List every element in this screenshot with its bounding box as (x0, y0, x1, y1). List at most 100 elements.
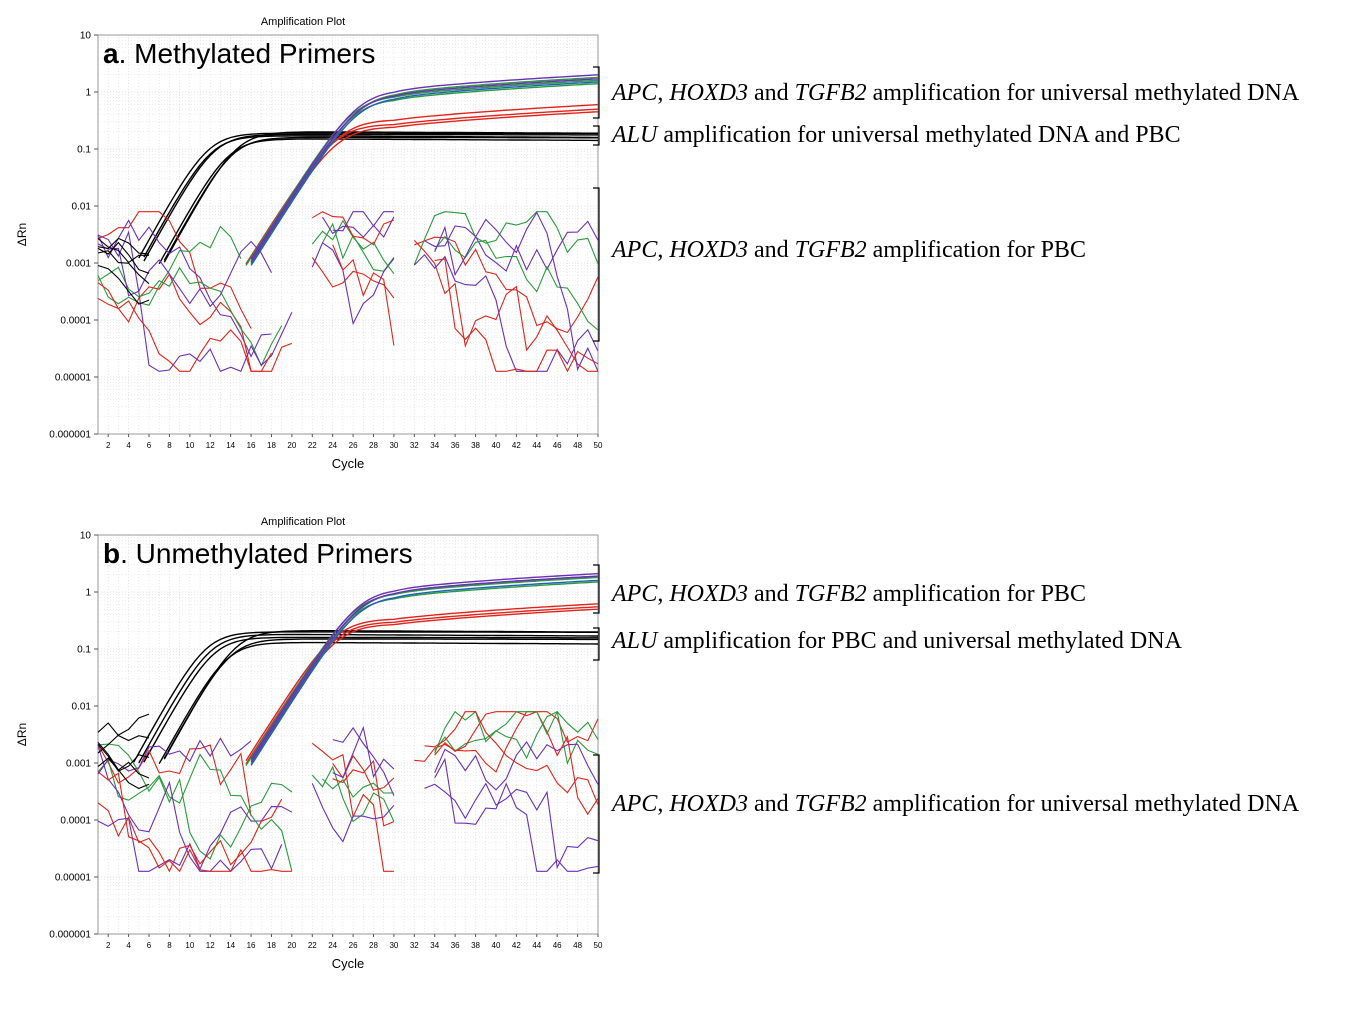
baseline-trace (322, 216, 395, 238)
amplification-curve-hoxd3 (245, 576, 599, 766)
baseline-trace (322, 778, 394, 798)
baseline-trace (322, 222, 395, 272)
baseline-trace (97, 225, 242, 306)
amplification-plot-b: Amplification Plot 0.000001 0.00001 0.0001 0… (15, 516, 603, 971)
x-tick-label: 12 (206, 441, 215, 450)
baseline-trace-alu (97, 741, 150, 790)
baseline-trace (97, 219, 272, 358)
baseline-trace (332, 725, 395, 779)
gene-label: TGFB2 (794, 237, 867, 263)
amplification-curve-hoxd3 (245, 79, 599, 266)
baseline-trace (97, 266, 283, 367)
baseline-trace (311, 257, 395, 299)
baseline-trace (97, 743, 293, 860)
baseline-trace-alu (97, 713, 150, 754)
annotation-bracket (593, 564, 600, 614)
y-tick-label: 0.01 (72, 202, 92, 213)
baseline-trace (311, 765, 395, 823)
gene-label: HOXD3 (669, 237, 748, 263)
baseline-trace (434, 757, 599, 872)
baseline-trace (97, 771, 292, 873)
baseline-trace (434, 741, 599, 791)
baseline-trace-alu (97, 757, 150, 779)
x-tick-label: 46 (553, 441, 562, 450)
baseline-trace (332, 211, 394, 232)
baseline-trace (424, 220, 599, 272)
baseline-trace (424, 782, 599, 870)
x-tick-label: 16 (247, 441, 256, 450)
annotation-text: amplification for universal methylated D… (866, 80, 1300, 106)
amplification-curve-alu (138, 132, 598, 259)
x-tick-label: 26 (349, 941, 358, 950)
baseline-trace-alu (97, 743, 150, 772)
baseline-trace (311, 241, 395, 326)
x-tick-label: 42 (512, 941, 521, 950)
x-tick-label: 28 (369, 441, 378, 450)
x-tick-label: 18 (267, 441, 276, 450)
baseline-trace (97, 806, 293, 872)
annotation-text: amplification for universal methylated D… (866, 791, 1300, 817)
x-tick-label: 42 (512, 441, 521, 450)
x-tick-label: 48 (573, 941, 582, 950)
x-tick-label: 24 (328, 441, 337, 450)
annotation-bracket (593, 66, 600, 119)
x-tick-label: 40 (492, 941, 501, 950)
annotation-brackets-b (593, 564, 600, 874)
gene-label: ALU (612, 628, 658, 654)
y-tick-label: 10 (80, 31, 92, 42)
gene-label: APC (612, 581, 658, 607)
y-tick-label: 1 (85, 88, 91, 99)
baseline-trace (97, 230, 293, 373)
x-tick-label: 14 (226, 941, 235, 950)
x-tick-label: 2 (106, 441, 111, 450)
annotation-a2: ALU amplification for universal methylat… (612, 121, 1181, 149)
gene-label: TGFB2 (794, 581, 867, 607)
annotation-a1: APC, HOXD3 and TGFB2 amplification for u… (612, 80, 1300, 106)
x-tick-label: 12 (206, 941, 215, 950)
baseline-trace (97, 798, 283, 873)
y-tick-label: 0.001 (66, 759, 91, 770)
annotation-a3: APC, HOXD3 and TGFB2 amplification for P… (612, 237, 1086, 263)
gene-label: ALU (612, 122, 658, 148)
amplification-curve-tgfb2 (250, 579, 599, 766)
amplification-curve-hoxd3 (250, 83, 599, 262)
annotation-b3: APC, HOXD3 and TGFB2 amplification for u… (612, 791, 1300, 817)
gene-label: APC (612, 237, 658, 263)
x-tick-label: 6 (147, 941, 152, 950)
series-group (97, 572, 599, 873)
baseline-trace (434, 235, 599, 331)
baseline-trace (97, 737, 252, 775)
y-tick-label: 0.0001 (60, 816, 91, 827)
plot-frame (97, 534, 599, 935)
baseline-trace (312, 211, 395, 246)
x-tick-label: 8 (167, 941, 172, 950)
x-axis-label: Cycle (332, 456, 365, 471)
panel-heading: b. Unmethylated Primers (103, 538, 413, 569)
baseline-trace (332, 726, 395, 796)
gene-label: TGFB2 (794, 80, 867, 106)
amplification-curve-alu (163, 131, 598, 263)
baseline-trace (414, 711, 599, 773)
x-tick-label: 10 (185, 441, 194, 450)
y-tick-label: 0.00001 (55, 873, 92, 884)
series-group (97, 74, 599, 373)
baseline-trace (414, 236, 599, 334)
baseline-trace-alu (97, 237, 150, 255)
gene-label: APC (612, 80, 658, 106)
x-axis-label: Cycle (332, 956, 365, 971)
baseline-trace (311, 219, 395, 275)
panel-title: . Methylated Primers (119, 38, 376, 69)
x-tick-label: 48 (573, 441, 582, 450)
x-tick-label: 38 (471, 441, 480, 450)
y-axis-label: ΔRn (15, 723, 29, 746)
x-tick-label: 50 (594, 941, 603, 950)
y-tick-label: 0.000001 (49, 930, 91, 941)
x-tick-label: 26 (349, 441, 358, 450)
baseline-trace (97, 745, 283, 873)
amplification-curve-alu (143, 636, 598, 763)
x-tick-label: 30 (389, 441, 398, 450)
y-axis-label: ΔRn (15, 223, 29, 246)
x-tick-label: 4 (126, 441, 131, 450)
y-tick-label: 0.00001 (55, 373, 92, 384)
